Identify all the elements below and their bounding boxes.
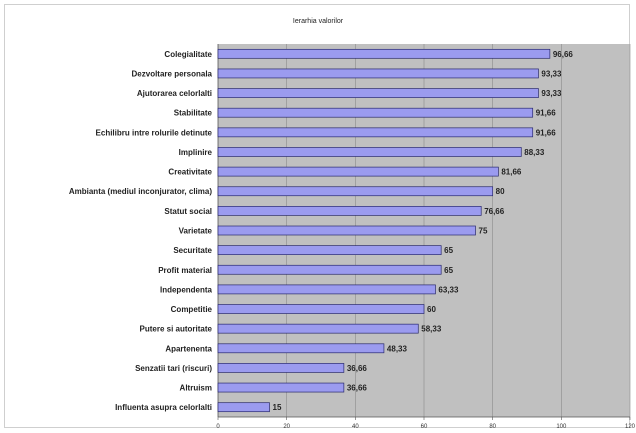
value-label: 91,66 <box>536 109 557 118</box>
value-label: 80 <box>496 187 505 196</box>
bar <box>217 107 534 118</box>
value-label: 36,66 <box>347 364 368 373</box>
bar <box>217 402 270 413</box>
value-label: 96,66 <box>553 50 574 59</box>
x-tick-label: 80 <box>489 424 496 430</box>
bar <box>217 245 442 255</box>
value-label: 91,66 <box>536 128 557 137</box>
bar <box>217 186 494 197</box>
value-label: 65 <box>444 246 453 255</box>
category-label: Apartenenta <box>165 344 212 353</box>
bar <box>217 382 345 393</box>
category-label: Independenta <box>160 285 213 294</box>
bar <box>217 206 482 216</box>
category-label: Varietate <box>179 227 213 236</box>
value-label: 75 <box>479 227 488 236</box>
x-tick-label: 100 <box>556 424 567 430</box>
bar <box>217 127 534 138</box>
value-label: 63,33 <box>438 285 459 294</box>
category-label: Stabilitate <box>174 109 213 118</box>
bar <box>217 225 476 236</box>
category-label: Senzatii tari (riscuri) <box>135 364 212 373</box>
category-label: Colegialitate <box>164 50 212 59</box>
bar <box>217 284 436 295</box>
value-label: 15 <box>273 403 282 412</box>
category-label: Implinire <box>179 148 213 157</box>
bar <box>217 147 522 157</box>
value-label: 88,33 <box>524 148 545 157</box>
value-label: 76,66 <box>484 207 505 216</box>
value-label: 58,33 <box>421 325 442 334</box>
category-label: Altruism <box>180 384 212 393</box>
x-tick-label: 60 <box>421 424 428 430</box>
category-label: Influenta asupra celorlalti <box>115 403 212 412</box>
bar <box>217 343 385 354</box>
category-label: Ambianta (mediul inconjurator, clima) <box>69 187 212 196</box>
bar <box>217 363 345 373</box>
category-label: Creativitate <box>168 168 212 177</box>
bar <box>217 68 539 79</box>
category-label: Ajutorarea celorlalti <box>137 89 212 98</box>
bar <box>217 264 442 275</box>
category-label: Echilibru intre rolurile detinute <box>96 128 213 137</box>
x-tick-label: 40 <box>352 424 359 430</box>
bar <box>217 88 539 98</box>
x-tick-label: 120 <box>625 424 636 430</box>
value-label: 93,33 <box>541 89 562 98</box>
category-label: Securitate <box>173 246 212 255</box>
category-label: Dezvoltare personala <box>132 69 213 78</box>
category-label: Profit material <box>158 266 212 275</box>
bar <box>217 48 551 59</box>
value-label: 60 <box>427 305 436 314</box>
value-label: 48,33 <box>387 344 408 353</box>
x-tick-label: 20 <box>283 424 290 430</box>
bar <box>217 323 419 334</box>
x-tick-label: 0 <box>216 424 220 430</box>
value-label: 81,66 <box>501 168 522 177</box>
category-label: Competitie <box>171 305 213 314</box>
value-label: 93,33 <box>541 69 562 78</box>
chart-title: Ierarhia valorilor <box>292 18 344 25</box>
value-label: 36,66 <box>347 384 368 393</box>
bar <box>217 304 425 314</box>
value-label: 65 <box>444 266 453 275</box>
category-label: Putere si autoritate <box>140 325 213 334</box>
bar <box>217 166 499 177</box>
category-label: Statut social <box>164 207 212 216</box>
